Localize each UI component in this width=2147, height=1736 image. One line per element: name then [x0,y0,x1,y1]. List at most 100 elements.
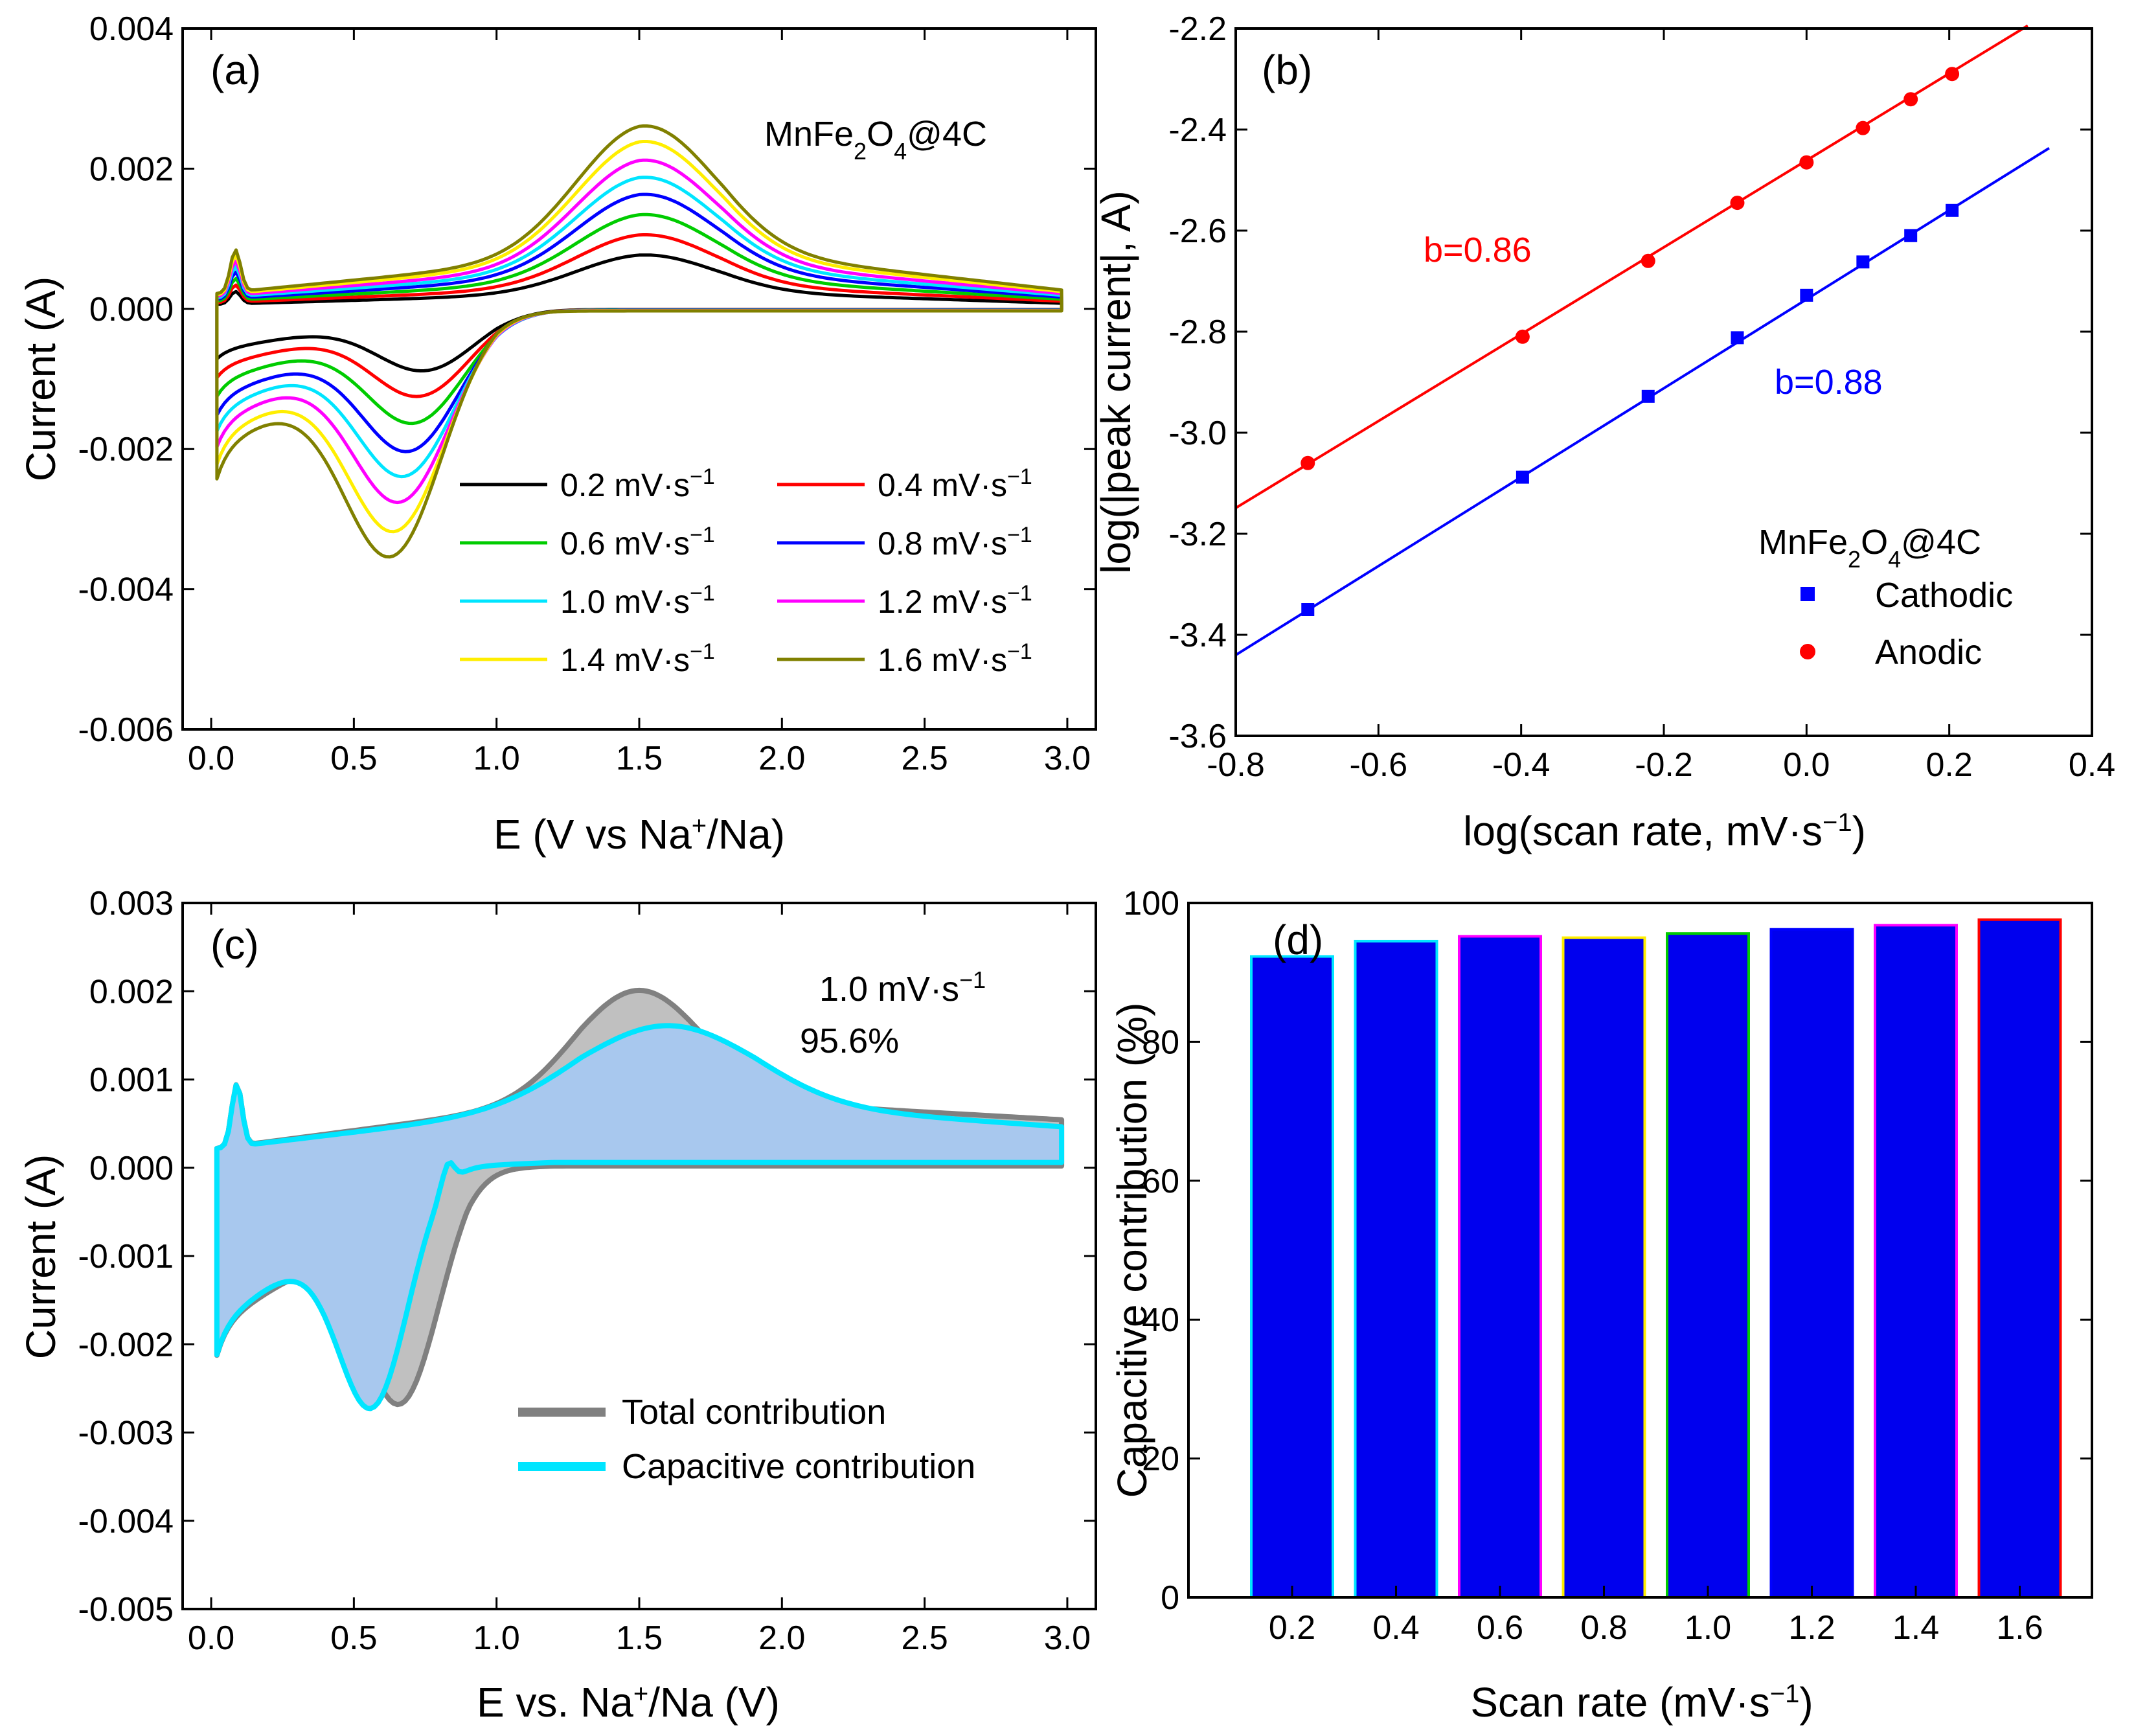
slope-label-anodic: b=0.86 [1424,231,1532,269]
x-tick-label: -0.2 [1635,746,1693,784]
x-tick-label: 1.2 [1788,1609,1835,1647]
axes: -0.8 -0.6 -0.4 -0.2 0.0 0.2 0.4 -3.6 -3.4 -3.2 -3.… [1168,10,2115,784]
x-tick-label: 3.0 [1044,740,1091,777]
cv-curves [215,124,1063,559]
legend-label-total: Total contribution [622,1393,886,1432]
x-tick-label: 2.0 [758,740,805,777]
x-tick-label: 1.6 [1996,1609,2043,1647]
bar-0.8 [1562,936,1646,1599]
point-anodic [1641,253,1655,268]
y-tick-label: -0.002 [78,1326,174,1364]
x-tick-label: 0.4 [1372,1609,1419,1647]
plot-frame [1187,902,2093,1599]
y-tick-label: 0.002 [89,973,174,1011]
point-anodic [1856,120,1870,135]
scan-rate-annotation: 1.0 mV·s−1 [819,966,986,1009]
capacitive-contribution-area [214,1023,1065,1411]
y-tick-label: -2.4 [1168,111,1227,149]
bar-0.4 [1354,939,1438,1599]
point-anodic [1799,155,1814,170]
legend-title: MnFe2O4@4C [1758,523,1981,573]
x-tick-label: 0.4 [2069,746,2115,784]
axes: 0.0 0.5 1.0 1.5 2.0 2.5 3.0 -0.006 -0.004 -0.002 0… [78,10,1096,777]
y-tick-label: -3.2 [1168,516,1227,553]
legend-label-0.6: 0.6 mV·s−1 [560,523,715,562]
fit-line-anodic [1234,24,2028,509]
x-tick-label: 1.5 [616,740,663,777]
bar-1.2 [1769,928,1854,1599]
x-axis-label: log(scan rate, mV·s−1) [1463,808,1866,854]
panel-label: (b) [1262,47,1312,93]
x-tick-label: -0.8 [1207,746,1265,784]
x-tick-label: 0.2 [1926,746,1973,784]
x-tick-label: 0.0 [188,740,234,777]
y-tick-label: 80 [1142,1023,1179,1061]
bar-1.0 [1666,932,1750,1599]
point-anodic [1730,196,1745,211]
point-cathodic [1946,203,1959,217]
y-axis-label: Capacitive contribution (%) [1109,1003,1155,1498]
point-cathodic [1856,255,1870,269]
x-tick-label: 1.0 [473,1619,520,1657]
x-tick-label: 3.0 [1044,1619,1091,1657]
panel-label: (a) [210,47,261,93]
x-tick-label: 1.4 [1892,1609,1939,1647]
y-tick-label: -3.4 [1168,617,1227,654]
panel-label: (c) [210,921,259,968]
point-anodic [1903,92,1918,107]
y-tick-label: 20 [1142,1441,1179,1478]
x-tick-label: 0.0 [188,1619,234,1657]
panel-label: (d) [1273,917,1323,963]
y-tick-label: -2.6 [1168,212,1227,250]
y-tick-label: 0.004 [89,10,174,48]
panel-c: 0.0 0.5 1.0 1.5 2.0 2.5 3.0 -0.005 -0.004 -0.003 -… [17,885,1097,1726]
y-tick-label: -0.003 [78,1415,174,1452]
panel-b: -0.8 -0.6 -0.4 -0.2 0.0 0.2 0.4 -3.6 -3.4 -3.2 -3.… [1093,10,2115,854]
point-cathodic [1731,331,1744,345]
bars [1250,918,2062,1599]
y-tick-label: 100 [1123,885,1179,922]
x-tick-label: 1.0 [473,740,520,777]
y-tick-label: -0.006 [78,711,174,749]
legend-label-0.8: 0.8 mV·s−1 [878,523,1032,562]
legend-marker-anodic [1800,644,1815,659]
point-cathodic [1641,389,1655,403]
x-tick-label: 0.8 [1580,1609,1627,1647]
y-tick-label: -2.8 [1168,314,1227,351]
y-tick-label: 0.000 [89,1150,174,1187]
legend: MnFe2O4@4C Cathodic Anodic [1758,523,2013,672]
y-tick-label: -0.002 [78,431,174,468]
x-tick-label: 0.6 [1477,1609,1523,1647]
x-tick-label: 0.5 [330,1619,377,1657]
y-tick-label: 0.003 [89,885,174,922]
legend-label-capacitive: Capacitive contribution [622,1447,975,1486]
y-tick-label: 40 [1142,1301,1179,1339]
x-tick-label: 1.0 [1685,1609,1731,1647]
scatter-plot [1234,24,2050,656]
slope-label-cathodic: b=0.88 [1775,363,1883,402]
point-anodic [1301,455,1315,470]
percent-annotation: 95.6% [800,1022,899,1060]
point-cathodic [1904,229,1918,242]
y-tick-label: -0.001 [78,1238,174,1275]
x-tick-label: 0.2 [1269,1609,1315,1647]
point-cathodic [1516,470,1529,484]
y-tick-label: 0.001 [89,1062,174,1099]
point-cathodic [1800,288,1813,302]
legend: Total contribution Capacitive contributi… [518,1393,975,1486]
bar-1.6 [1977,918,2062,1599]
panel-a: 0.0 0.5 1.0 1.5 2.0 2.5 3.0 -0.006 -0.004 -0.002 0… [17,10,1097,858]
x-axis-label: E (V vs Na+/Na) [494,811,785,858]
x-tick-label: -0.4 [1492,746,1551,784]
y-tick-label: -0.004 [78,1503,174,1540]
point-anodic [1945,67,1960,82]
x-tick-label: 0.0 [1783,746,1830,784]
y-tick-label: -0.004 [78,571,174,609]
x-tick-label: 1.5 [616,1619,663,1657]
legend-label-1.2: 1.2 mV·s−1 [878,581,1032,620]
x-tick-label: 2.5 [901,740,948,777]
legend-label-0.4: 0.4 mV·s−1 [878,464,1032,503]
y-tick-label: -2.2 [1168,10,1227,48]
bar-0.6 [1458,935,1542,1599]
